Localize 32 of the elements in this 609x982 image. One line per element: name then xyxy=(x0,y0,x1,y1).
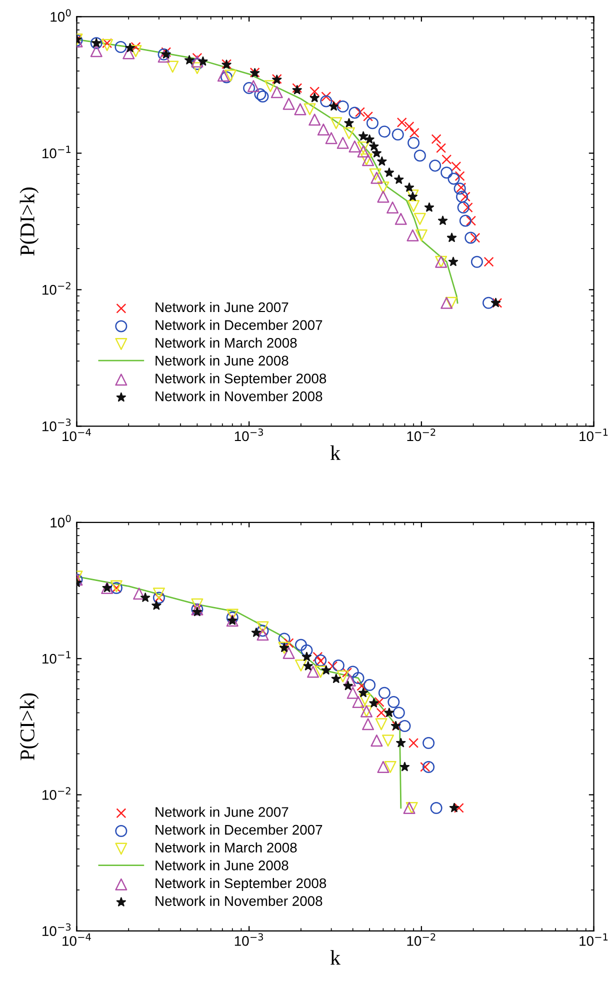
x-axis-title: k xyxy=(330,445,340,460)
x-tick-label: 10$^{−4}$ xyxy=(62,428,91,442)
legend-label: Network in September 2008 xyxy=(156,878,326,891)
legend-label: Network in March 2008 xyxy=(156,338,297,348)
x-tick-label: 10$^{−1}$ xyxy=(580,933,608,946)
legend-label: Network in June 2007 xyxy=(156,302,288,312)
legend-label: Network in September 2008 xyxy=(156,373,326,386)
y-tick-label: 10$^{0}$ xyxy=(50,9,71,22)
x-tick-label: 10$^{−2}$ xyxy=(407,933,436,946)
x-tick-label: 10$^{−2}$ xyxy=(407,428,436,442)
x-tick-label: 10$^{−4}$ xyxy=(62,933,91,946)
y-axis-title: P(DI>k) xyxy=(20,188,39,256)
x-tick-label: 10$^{−3}$ xyxy=(234,428,264,442)
y-tick-label: 10$^{−1}$ xyxy=(42,651,70,664)
x-tick-label: 10$^{−1}$ xyxy=(580,428,608,442)
legend-label: Network in March 2008 xyxy=(156,842,297,853)
legend-label: Network in December 2007 xyxy=(156,824,322,835)
y-tick-label: 10$^{−3}$ xyxy=(42,923,71,936)
y-tick-label: 10$^{−2}$ xyxy=(42,282,70,295)
y-tick-label: 10$^{−2}$ xyxy=(42,787,70,800)
legend-label: Network in June 2007 xyxy=(156,806,288,817)
legend-label: Network in June 2008 xyxy=(156,860,288,870)
y-tick-label: 10$^{−1}$ xyxy=(42,146,70,158)
x-tick-label: 10$^{−3}$ xyxy=(234,933,264,946)
y-tick-label: 10$^{−3}$ xyxy=(42,418,71,432)
y-tick-label: 10$^{0}$ xyxy=(50,514,71,528)
legend-label: Network in November 2008 xyxy=(156,391,322,402)
y-axis-title: P(CI>k) xyxy=(20,693,39,760)
legend-label: Network in June 2008 xyxy=(156,355,288,366)
legend-label: Network in November 2008 xyxy=(156,896,322,906)
x-axis-title: k xyxy=(330,950,340,965)
legend-label: Network in December 2007 xyxy=(156,320,322,330)
